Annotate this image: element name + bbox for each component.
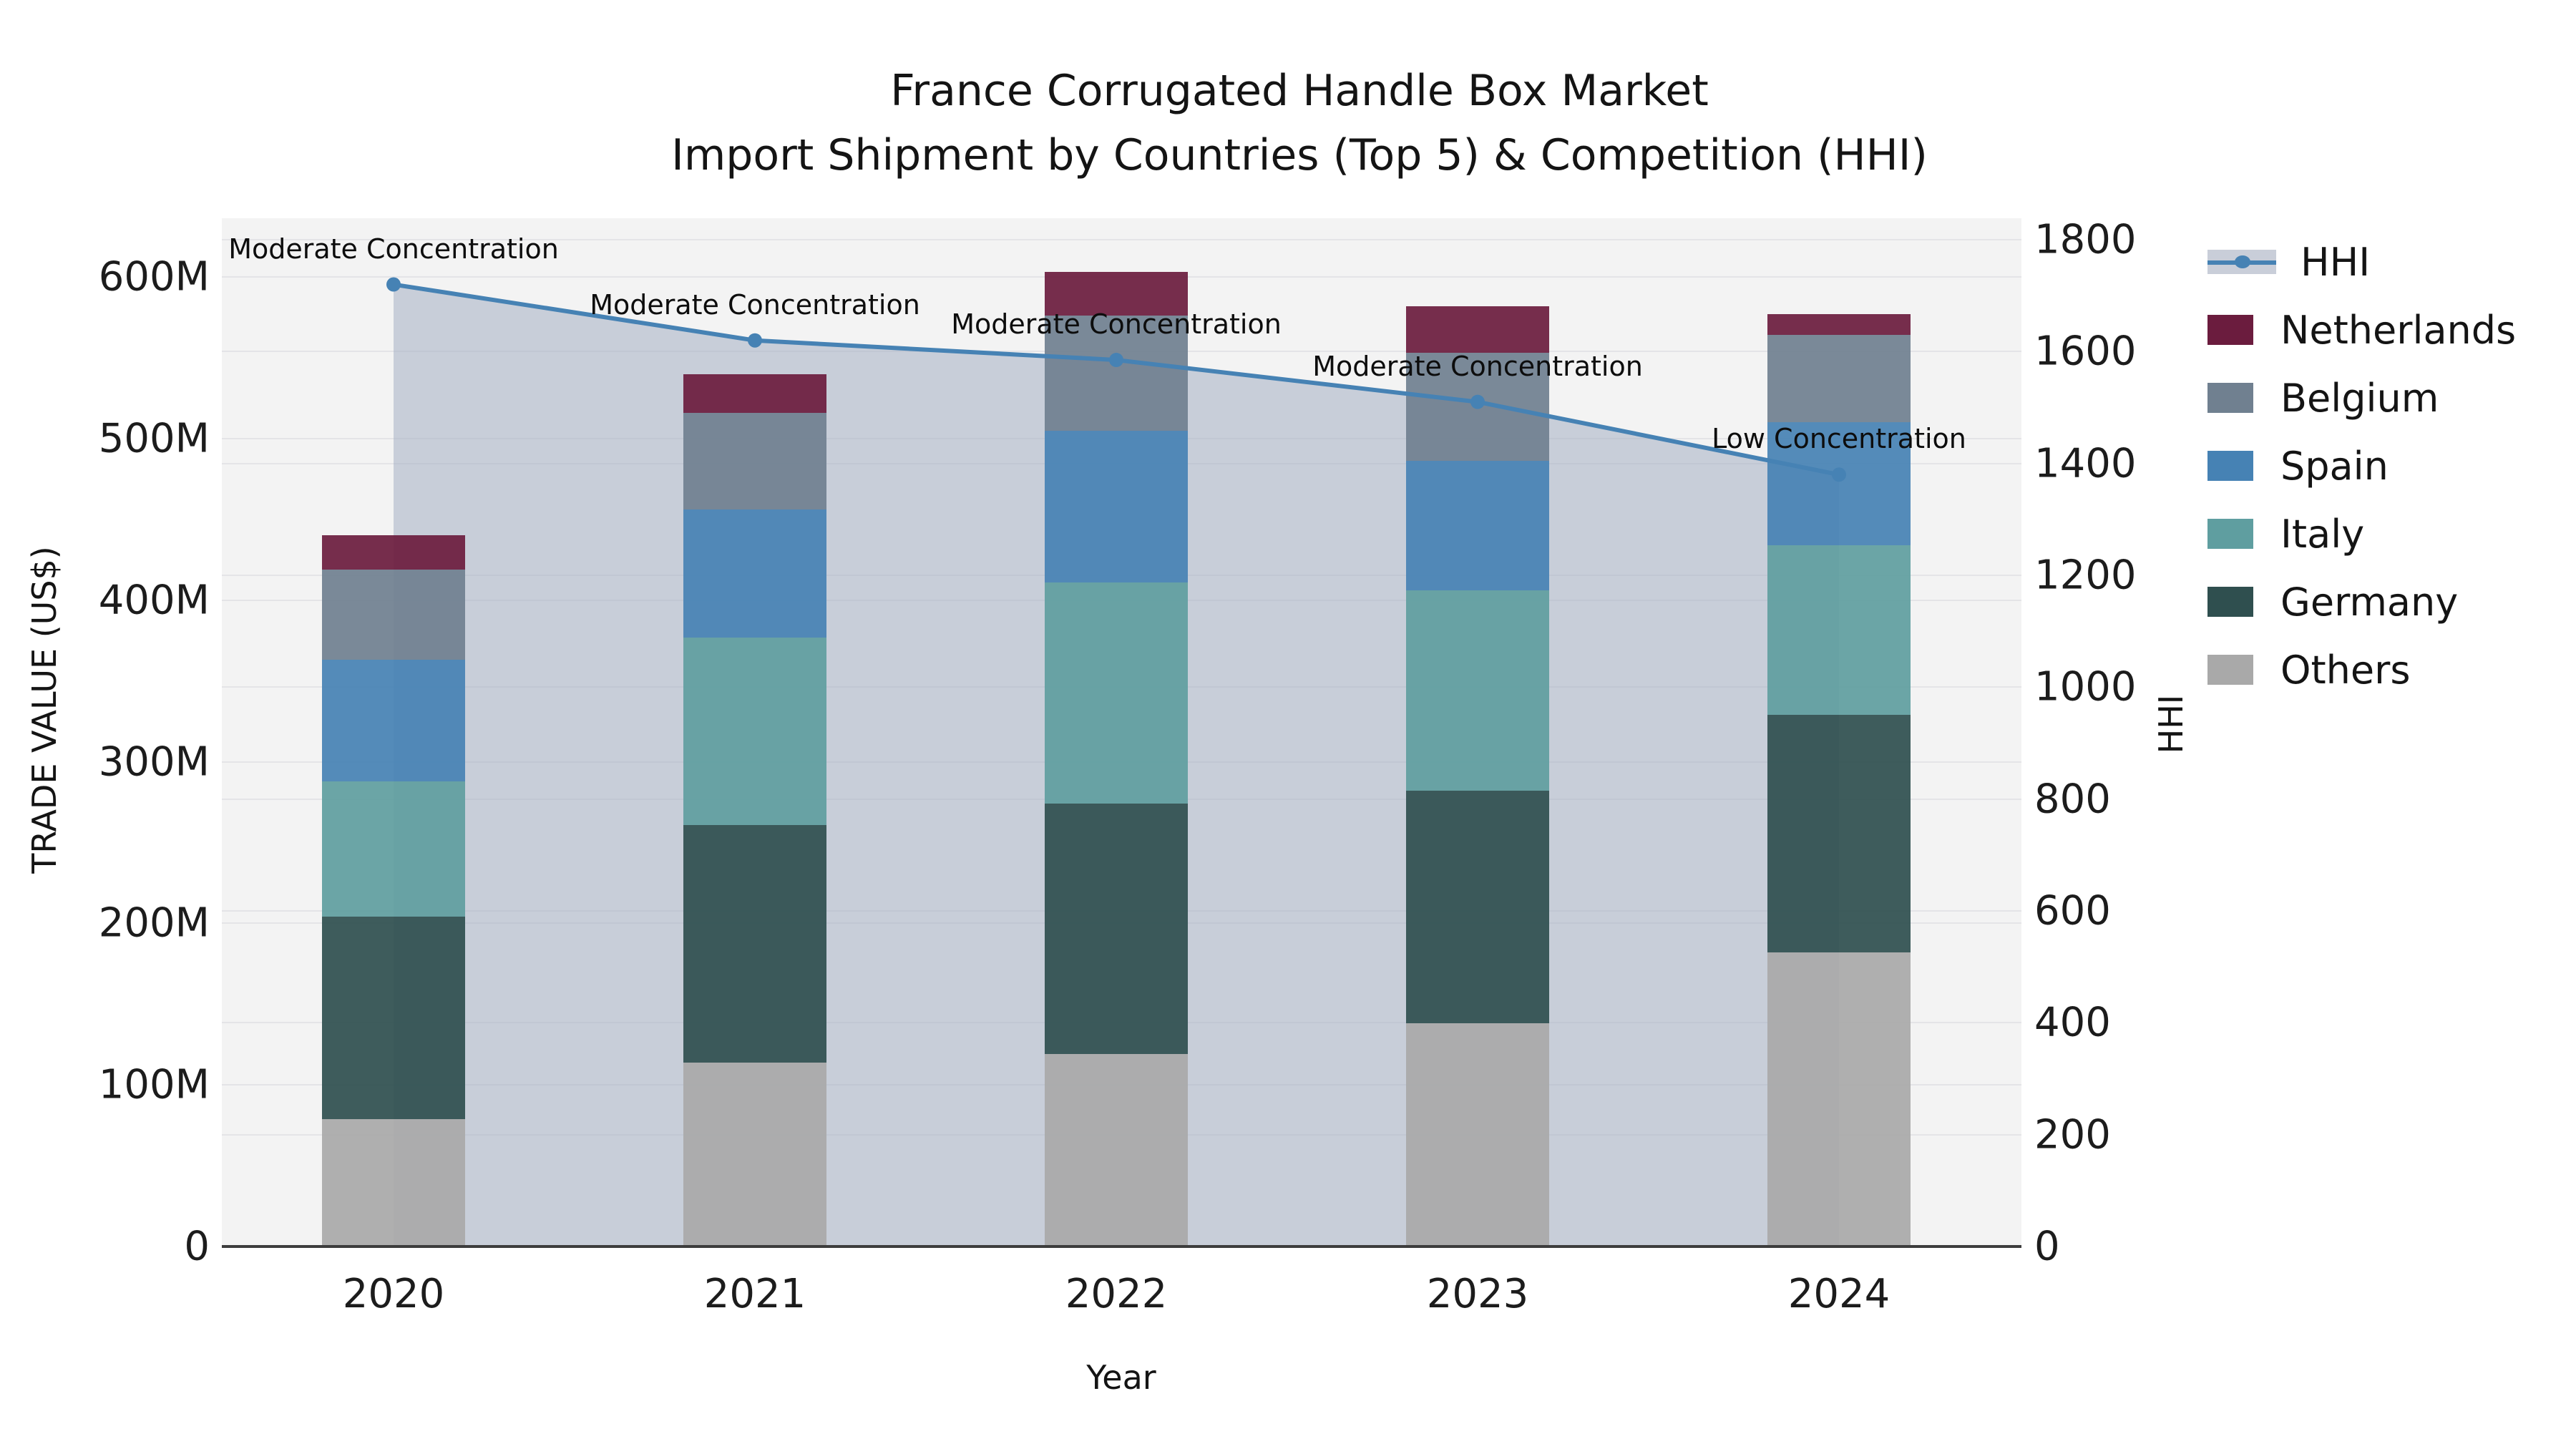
right-tick-0: 0 <box>2034 1223 2060 1270</box>
annotation-2024: Low Concentration <box>1712 423 1966 455</box>
bar-2024-germany <box>1767 715 1911 952</box>
legend-item-germany: Germany <box>2207 567 2458 636</box>
legend-label-italy: Italy <box>2280 511 2365 557</box>
legend-label-germany: Germany <box>2280 579 2459 625</box>
bar-2020-italy <box>322 781 465 917</box>
bar-2023-spain <box>1406 461 1549 590</box>
bar-2020-netherlands <box>322 535 465 570</box>
legend-item-hhi: HHI <box>2207 228 2370 296</box>
legend-label-hhi: HHI <box>2301 239 2371 285</box>
left-tick-600M: 600M <box>98 253 210 301</box>
chart-title-line1: France Corrugated Handle Box Market <box>890 66 1709 116</box>
legend-hhi-marker <box>2235 255 2250 268</box>
left-tick-500M: 500M <box>98 415 210 462</box>
right-tick-1200: 1200 <box>2034 552 2137 599</box>
bar-2022-spain <box>1045 431 1188 582</box>
bar-2020-germany <box>322 917 465 1119</box>
right-tick-800: 800 <box>2034 776 2111 823</box>
annotation-2020: Moderate Concentration <box>228 233 559 265</box>
legend-label-spain: Spain <box>2280 443 2389 489</box>
legend-swatch-germany <box>2207 587 2253 617</box>
bar-2024-italy <box>1767 545 1911 715</box>
bar-2023-others <box>1406 1023 1549 1246</box>
legend-label-others: Others <box>2280 647 2411 693</box>
x-axis-label: Year <box>1086 1358 1156 1397</box>
right-tick-1400: 1400 <box>2034 440 2137 487</box>
left-tick-0: 0 <box>184 1223 210 1270</box>
legend-swatch-spain <box>2207 451 2253 481</box>
bar-2021-germany <box>683 825 826 1063</box>
bar-2024-netherlands <box>1767 314 1911 335</box>
legend-swatch-others <box>2207 655 2253 685</box>
legend-item-netherlands: Netherlands <box>2207 296 2516 364</box>
right-tick-1000: 1000 <box>2034 663 2137 711</box>
left-tick-200M: 200M <box>98 899 210 947</box>
x-tick-2023: 2023 <box>1426 1271 1529 1317</box>
bar-2022-italy <box>1045 582 1188 804</box>
bar-2021-spain <box>683 509 826 638</box>
right-axis-label: HHI <box>2152 694 2190 754</box>
left-tick-100M: 100M <box>98 1061 210 1108</box>
bar-2021-others <box>683 1063 826 1246</box>
right-tick-1600: 1600 <box>2034 328 2137 375</box>
bar-2020-others <box>322 1119 465 1246</box>
right-tick-1800: 1800 <box>2034 216 2137 263</box>
right-tick-400: 400 <box>2034 999 2111 1046</box>
legend-item-belgium: Belgium <box>2207 364 2439 432</box>
bar-2024-belgium <box>1767 335 1911 422</box>
annotation-2022: Moderate Concentration <box>951 308 1282 341</box>
bar-2023-netherlands <box>1406 306 1549 353</box>
bar-2021-belgium <box>683 413 826 509</box>
annotation-2023: Moderate Concentration <box>1312 350 1643 382</box>
bar-2023-germany <box>1406 791 1549 1023</box>
bar-2024-others <box>1767 952 1911 1246</box>
legend-item-spain: Spain <box>2207 431 2389 500</box>
bar-2022-germany <box>1045 804 1188 1054</box>
x-tick-2024: 2024 <box>1787 1271 1890 1317</box>
bar-2023-italy <box>1406 590 1549 791</box>
right-tick-200: 200 <box>2034 1111 2111 1158</box>
x-axis-line <box>222 1245 2021 1248</box>
bar-2022-others <box>1045 1054 1188 1246</box>
bar-2020-spain <box>322 660 465 781</box>
x-tick-2021: 2021 <box>703 1271 806 1317</box>
x-tick-2020: 2020 <box>342 1271 445 1317</box>
bar-2021-italy <box>683 638 826 825</box>
legend-hhi-sample <box>2207 250 2276 274</box>
legend-label-belgium: Belgium <box>2280 375 2439 421</box>
left-tick-300M: 300M <box>98 738 210 785</box>
gridline-right <box>222 239 2021 240</box>
chart-title-line2: Import Shipment by Countries (Top 5) & C… <box>671 130 1928 180</box>
x-tick-2022: 2022 <box>1065 1271 1168 1317</box>
left-tick-400M: 400M <box>98 577 210 624</box>
legend-label-netherlands: Netherlands <box>2280 307 2517 353</box>
right-tick-600: 600 <box>2034 887 2111 935</box>
legend-item-others: Others <box>2207 635 2410 704</box>
annotation-2021: Moderate Concentration <box>590 288 920 321</box>
legend-swatch-italy <box>2207 519 2253 549</box>
bar-2020-belgium <box>322 570 465 660</box>
left-axis-label: TRADE VALUE (US$) <box>25 546 64 874</box>
legend-swatch-belgium <box>2207 383 2253 413</box>
legend-item-italy: Italy <box>2207 499 2364 568</box>
legend-swatch-netherlands <box>2207 315 2253 345</box>
bar-2021-netherlands <box>683 374 826 413</box>
